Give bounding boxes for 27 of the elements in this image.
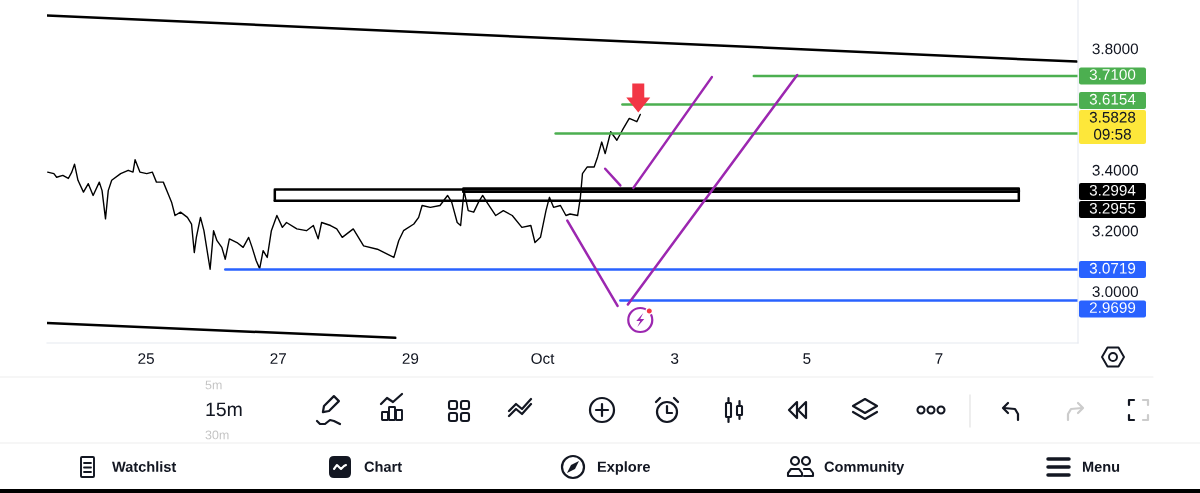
x-tick-label: 5: [803, 353, 811, 364]
text: 3.2955: [1089, 202, 1136, 214]
data-label: 3.0719: [1089, 262, 1136, 274]
text: 30m: [205, 430, 229, 440]
text: Chart: [364, 461, 402, 472]
data-label: 3.7100: [1089, 69, 1136, 80]
text: 09:58: [1093, 128, 1131, 140]
x-tick-label: 29: [402, 353, 419, 364]
x-tick-label: 7: [935, 353, 943, 364]
text: Explore: [597, 461, 650, 475]
text: Community: [824, 461, 905, 475]
text: Menu: [1082, 461, 1120, 472]
data-label: 3.6154: [1089, 93, 1136, 105]
x-tick-label: 27: [270, 353, 286, 364]
text: 3.5828: [1089, 111, 1136, 123]
x-tick-label: 25: [138, 353, 154, 364]
text: 15m: [206, 402, 242, 417]
x-tick-label: 3: [671, 353, 679, 364]
text: Watchlist: [112, 461, 177, 472]
y-tick-label: 3.8000: [1092, 43, 1139, 55]
y-tick-label: 3.0000: [1092, 286, 1139, 298]
y-tick-label: 3.4000: [1092, 164, 1139, 176]
y-tick-label: 3.2000: [1092, 225, 1139, 237]
x-tick-label: Oct: [531, 353, 555, 364]
text: 5m: [205, 380, 222, 390]
text: 3.2994: [1089, 184, 1136, 196]
data-label: 2.9699: [1089, 302, 1136, 313]
